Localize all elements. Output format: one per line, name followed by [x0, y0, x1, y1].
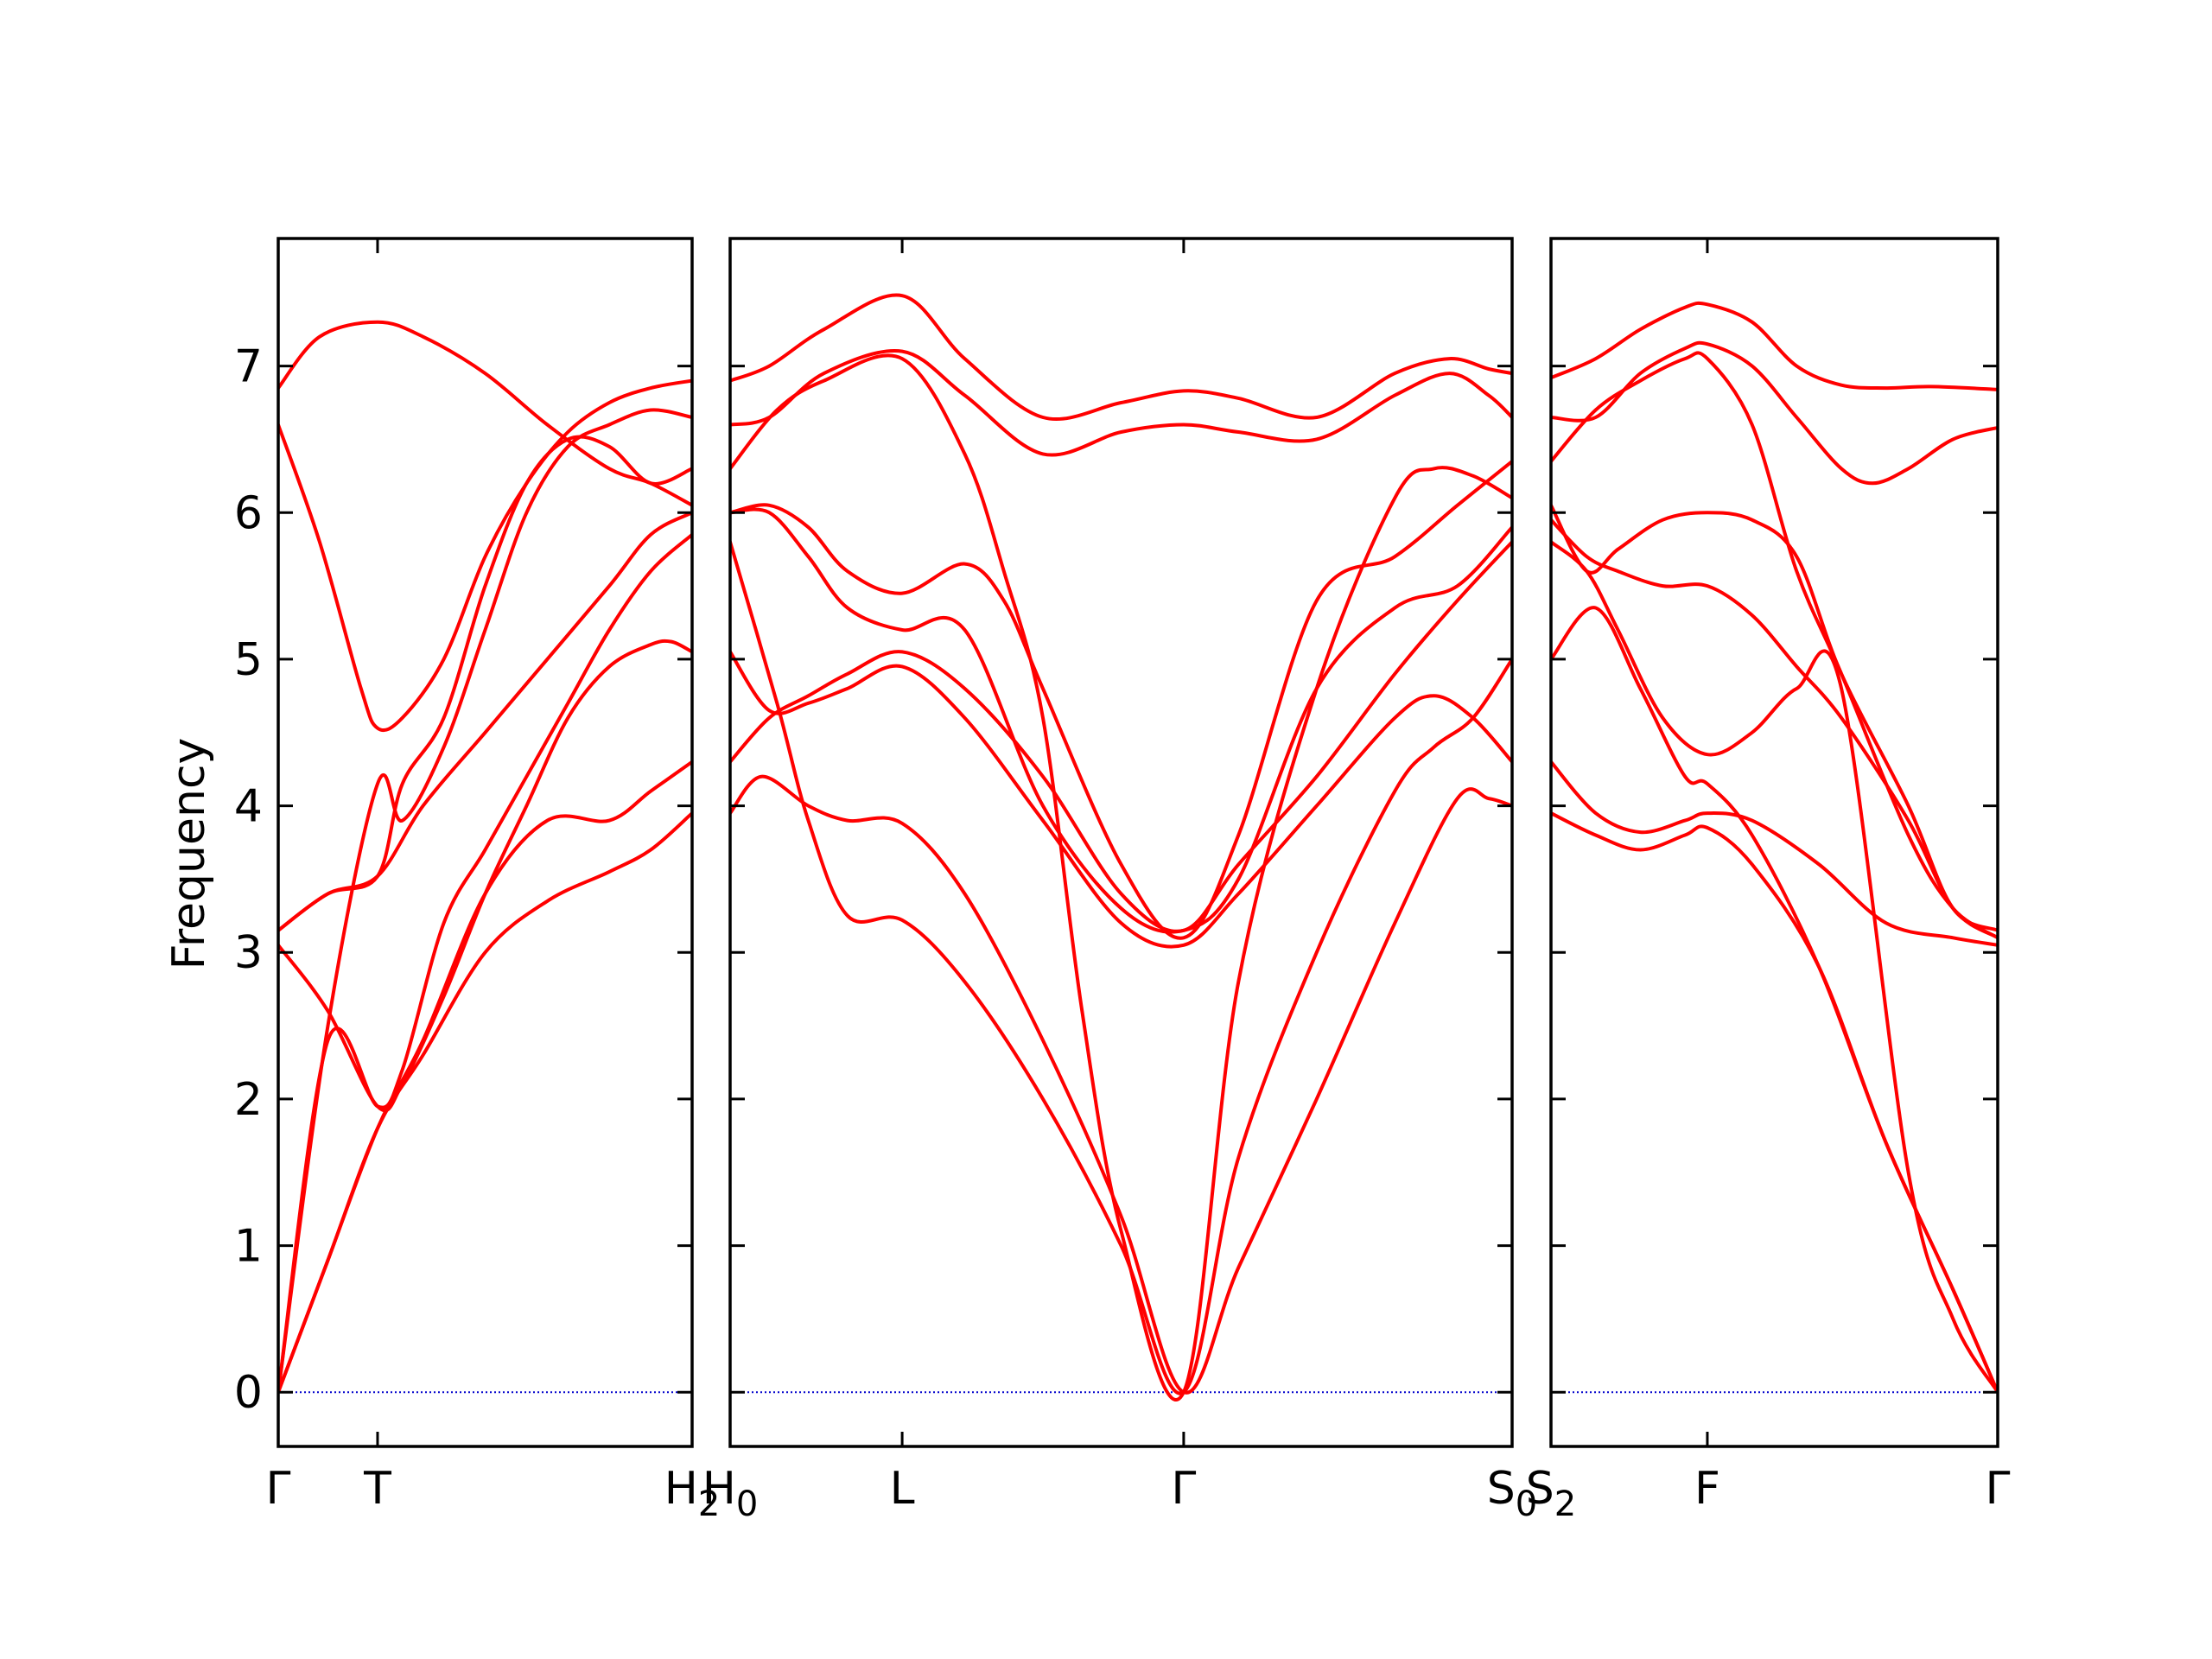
band-line-9 [278, 320, 692, 507]
band-line-9 [730, 293, 1512, 421]
band-line-4 [278, 532, 692, 1395]
y-tick-label: 5 [234, 634, 263, 686]
y-tick-label: 0 [234, 1367, 263, 1419]
band-series-group [278, 320, 692, 1395]
y-tick-label: 3 [234, 927, 263, 979]
band-line-3 [1551, 606, 1998, 1395]
panel-frame [728, 237, 1514, 1448]
x-tick-label: Γ [1986, 1463, 2011, 1515]
x-tick-subscript: 2 [698, 1484, 720, 1524]
panel-3: S2 F Γ [1526, 237, 2011, 1524]
band-line-4 [1551, 540, 1998, 1395]
x-tick-label: Γ [1171, 1463, 1196, 1515]
x-tick-label: T [363, 1463, 391, 1515]
band-line-6 [278, 408, 692, 1395]
band-line-9 [1551, 301, 1998, 391]
band-line-3 [730, 650, 1512, 949]
x-tick-label: F [1694, 1463, 1720, 1515]
panel-frame [1549, 237, 1999, 1448]
band-line-7 [730, 353, 1512, 1402]
band-line-3 [278, 639, 692, 1113]
band-line-5 [730, 507, 1512, 934]
band-line-1 [730, 774, 1512, 1395]
x-tick-subscript: 0 [736, 1484, 758, 1524]
x-tick-label: Γ [266, 1463, 291, 1515]
band-series-group [1551, 301, 1998, 1395]
x-tick-label: L [890, 1463, 915, 1515]
y-tick-label: 6 [234, 487, 263, 539]
y-axis-title: Frequency [163, 738, 215, 970]
y-tick-label: 2 [234, 1074, 263, 1126]
band-line-4 [730, 540, 1512, 933]
band-line-1 [278, 811, 692, 1395]
band-line-6 [730, 459, 1512, 940]
y-tick-label: 4 [234, 781, 263, 833]
panel-frame [276, 237, 694, 1448]
y-tick-label: 1 [234, 1221, 263, 1273]
band-line-7 [1551, 351, 1998, 940]
band-line-5 [278, 511, 692, 932]
band-line-2 [278, 760, 692, 1395]
band-line-2 [730, 540, 1512, 1395]
band-line-8 [1551, 340, 1998, 486]
band-line-5 [1551, 503, 1998, 932]
panel-2: H0 L Γ S0 [702, 237, 1537, 1524]
x-tick-subscript: 2 [1554, 1484, 1576, 1524]
x-tick-subscript: 0 [1516, 1484, 1537, 1524]
band-line-2 [1551, 760, 1998, 947]
band-series-group [730, 293, 1512, 1402]
band-line-8 [730, 348, 1512, 457]
band-line-6 [1551, 518, 1998, 940]
band-line-7 [278, 435, 692, 932]
y-tick-label: 7 [234, 341, 263, 393]
band-line-1 [1551, 811, 1998, 1395]
band-line-8 [278, 378, 692, 733]
